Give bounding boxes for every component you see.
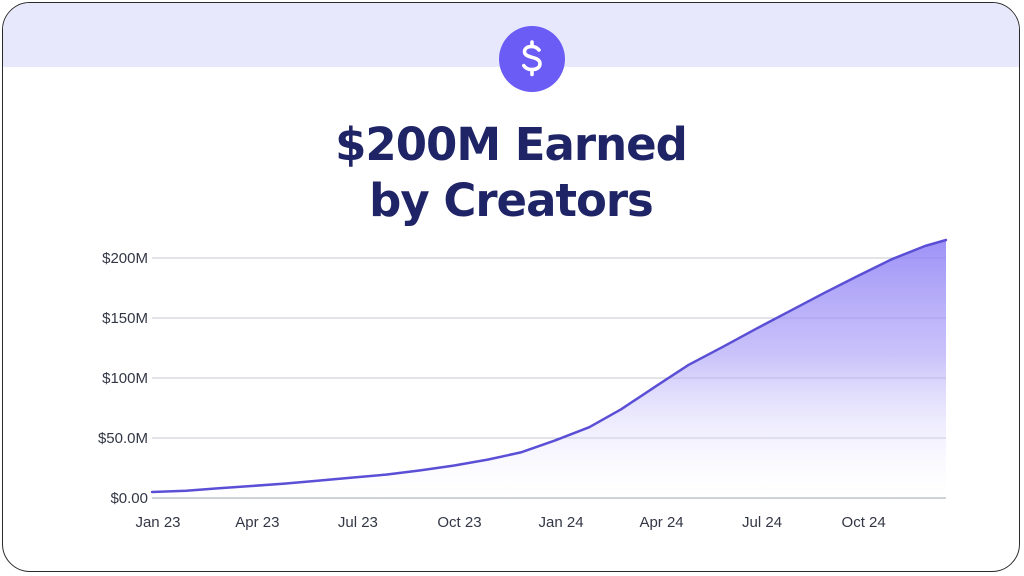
y-tick-label: $100M (102, 370, 148, 387)
y-tick-label: $200M (102, 250, 148, 267)
x-tick-label: Apr 23 (235, 514, 279, 531)
y-tick-label: $0.00 (110, 490, 148, 507)
y-tick-label: $50.0M (98, 430, 148, 447)
title-line-1: $200M Earned (335, 118, 688, 171)
y-axis-labels: $0.00 $50.0M $100M $150M $200M (98, 250, 148, 507)
x-axis-labels: Jan 23 Apr 23 Jul 23 Oct 23 Jan 24 Apr 24 Jul … (135, 514, 885, 531)
earnings-area (152, 240, 946, 498)
x-tick-label: Apr 24 (639, 514, 683, 531)
chart-title: $200M Earned by Creators (3, 117, 1019, 229)
x-tick-label: Oct 23 (437, 514, 481, 531)
x-tick-label: Oct 24 (842, 514, 886, 531)
dollar-sign-icon (522, 40, 542, 77)
x-tick-label: Jul 23 (338, 514, 378, 531)
earnings-line (150, 238, 948, 494)
x-tick-label: Jan 23 (135, 514, 180, 531)
x-tick-label: Jan 24 (539, 514, 584, 531)
y-tick-label: $150M (102, 310, 148, 327)
x-tick-label: Jul 24 (742, 514, 782, 531)
dollar-badge (499, 26, 565, 92)
title-line-2: by Creators (369, 174, 654, 227)
